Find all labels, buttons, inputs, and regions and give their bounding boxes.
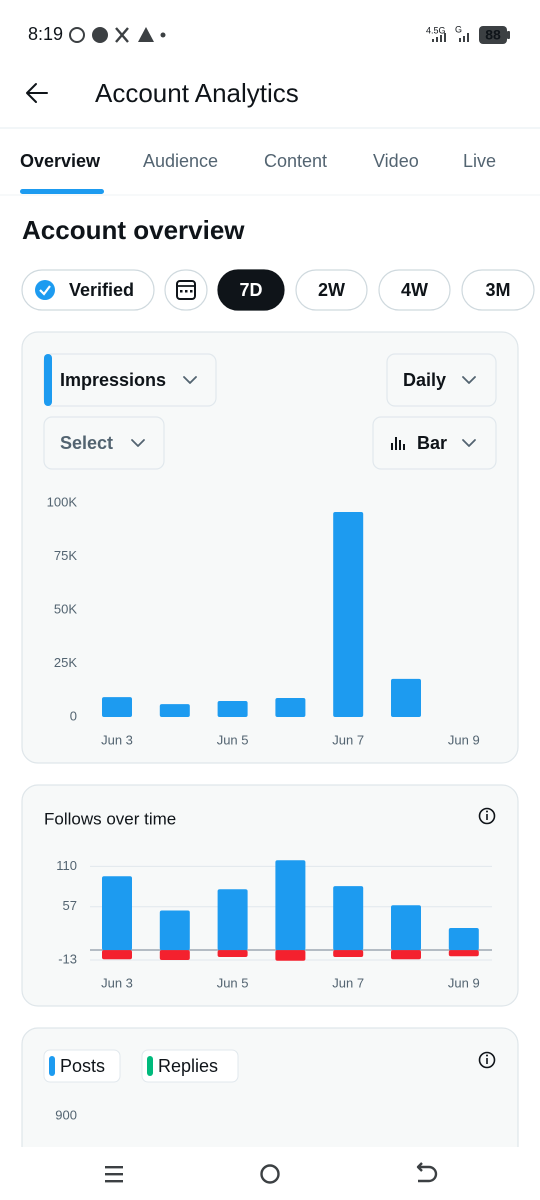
charts: 0 25K 50K 75K 100K Jun 3 Jun 5 Jun 7 Jun 9 -13 57 1…: [43, 494, 492, 1122]
metric-dropdown[interactable]: Impressions: [43, 353, 217, 407]
page-title: Account Analytics: [95, 78, 299, 108]
section-title: Account overview: [22, 215, 245, 245]
y-tick-label: -13: [58, 951, 77, 966]
range-pill[interactable]: 7D: [217, 269, 285, 311]
bar: [159, 910, 190, 951]
range-label: 7D: [239, 280, 262, 300]
tab[interactable]: Live: [463, 151, 496, 171]
bar: [333, 886, 364, 951]
legend-bg: [141, 1049, 239, 1083]
range-label: 4W: [401, 280, 428, 300]
nav-home[interactable]: [260, 1164, 280, 1184]
status-network: 4.5G: [426, 25, 446, 35]
legend-label: Replies: [158, 1056, 218, 1076]
range-pill[interactable]: 3M: [461, 269, 535, 311]
battery: [479, 26, 507, 44]
status-time: 8:19: [28, 24, 63, 44]
battery-tip: [507, 31, 510, 39]
bar: [102, 950, 132, 960]
bar: [217, 950, 248, 957]
range-pill-bg: [217, 269, 285, 311]
range-label: 2W: [318, 280, 345, 300]
info-button[interactable]: [478, 1051, 496, 1069]
verified-label: Verified: [69, 280, 134, 300]
bar: [333, 950, 364, 957]
compare-dropdown[interactable]: Select: [43, 416, 165, 470]
nav-bar: [0, 1147, 540, 1200]
signal-bars: [432, 33, 469, 42]
bar: [448, 928, 479, 951]
range-pills: 7D 2W 4W 3M: [217, 269, 535, 311]
range-label: 3M: [485, 280, 510, 300]
bar: [448, 950, 479, 957]
x-tick-label: Jun 7: [332, 732, 364, 747]
x-tick-label: Jun 3: [101, 975, 133, 990]
nav-back[interactable]: [416, 1162, 438, 1183]
style-label: Bar: [417, 433, 447, 453]
calendar-button[interactable]: [164, 269, 208, 311]
bar: [391, 950, 421, 960]
bar: [159, 704, 190, 717]
interval-dropdown[interactable]: Daily: [386, 353, 497, 407]
y-tick-label: 75K: [54, 548, 77, 563]
legend-item[interactable]: Posts: [43, 1049, 121, 1083]
y-tick-label: 50K: [54, 601, 77, 616]
legend-label: Posts: [60, 1056, 105, 1076]
bar: [275, 697, 306, 717]
legend-swatch: [147, 1056, 153, 1076]
bar: [102, 697, 132, 717]
verified-pill[interactable]: Verified: [21, 269, 155, 311]
bar: [391, 678, 421, 717]
tab[interactable]: Content: [264, 151, 327, 171]
bar: [217, 889, 248, 951]
status-network: G: [455, 24, 462, 34]
y-tick-label: 100K: [47, 494, 78, 509]
metric-label: Impressions: [60, 370, 166, 390]
back-button[interactable]: [26, 83, 48, 103]
x-tick-label: Jun 5: [217, 975, 249, 990]
bar: [275, 950, 306, 961]
bar: [275, 860, 306, 951]
bar: [391, 905, 421, 951]
x-tick-label: Jun 3: [101, 732, 133, 747]
x-tick-label: Jun 9: [448, 732, 480, 747]
bar: [333, 511, 364, 717]
style-dropdown[interactable]: Bar: [372, 416, 497, 470]
y-tick-label: 25K: [54, 655, 77, 670]
legend-item[interactable]: Replies: [141, 1049, 239, 1083]
tab[interactable]: Video: [373, 151, 419, 171]
battery-level: 88: [485, 27, 501, 43]
y-tick-label: 110: [56, 858, 77, 873]
x-tick-label: Jun 5: [217, 732, 249, 747]
range-pill-bg: [295, 269, 368, 311]
nav-recents[interactable]: [105, 1166, 123, 1183]
tab-indicator: [20, 189, 104, 194]
compare-label: Select: [60, 433, 113, 453]
interval-label: Daily: [403, 370, 446, 390]
tab[interactable]: Overview: [20, 151, 101, 171]
tab[interactable]: Audience: [143, 151, 218, 171]
bar: [159, 950, 190, 960]
y-tick-label: 57: [63, 898, 77, 913]
range-pill-bg: [461, 269, 535, 311]
info-button[interactable]: [478, 807, 496, 825]
x-tick-label: Jun 9: [448, 975, 480, 990]
y-tick-label: 900: [55, 1107, 77, 1122]
bar: [102, 876, 132, 951]
range-pill-bg: [378, 269, 451, 311]
range-pill[interactable]: 4W: [378, 269, 451, 311]
legend-bg: [43, 1049, 121, 1083]
chart-title: Follows over time: [44, 809, 176, 828]
bar: [217, 700, 248, 717]
y-tick-label: 0: [70, 708, 77, 723]
status-icons: [69, 27, 166, 43]
x-tick-label: Jun 7: [332, 975, 364, 990]
legend-swatch: [49, 1056, 55, 1076]
range-pill[interactable]: 2W: [295, 269, 368, 311]
